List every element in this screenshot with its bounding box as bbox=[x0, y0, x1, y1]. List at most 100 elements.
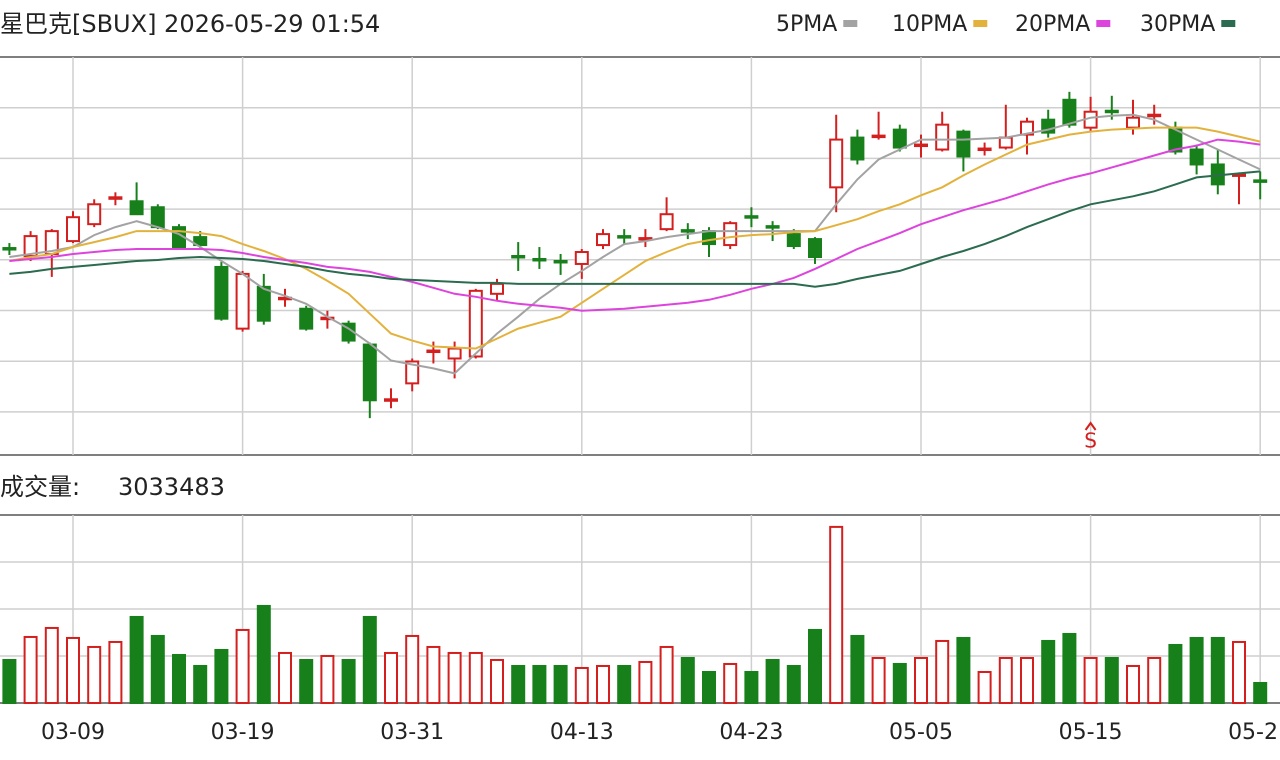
volume-bar bbox=[87, 645, 102, 705]
volume-bar bbox=[574, 666, 589, 705]
volume-bar bbox=[744, 670, 759, 704]
candle-body bbox=[956, 130, 971, 158]
volume-bar bbox=[956, 636, 971, 705]
volume-bar bbox=[723, 662, 738, 704]
volume-bar bbox=[1189, 636, 1204, 705]
volume-bar bbox=[1253, 681, 1268, 705]
candle-body bbox=[1189, 148, 1204, 166]
candle-body bbox=[405, 360, 420, 385]
volume-bar bbox=[490, 658, 504, 704]
volume-bar bbox=[150, 634, 165, 704]
candle-body bbox=[765, 225, 780, 229]
candle-body bbox=[808, 238, 822, 258]
candle-body bbox=[1126, 116, 1140, 129]
volume-bar bbox=[278, 651, 292, 705]
volume-bar bbox=[892, 662, 907, 704]
candle-body bbox=[150, 206, 165, 229]
x-tick-label: 03-09 bbox=[41, 720, 105, 745]
volume-bar bbox=[680, 656, 695, 704]
candle-body bbox=[871, 134, 886, 139]
volume-bar bbox=[1062, 632, 1077, 704]
candle-body bbox=[574, 251, 589, 265]
candle-body bbox=[129, 200, 144, 216]
x-tick-label: 05-15 bbox=[1059, 720, 1123, 745]
candle-body bbox=[829, 138, 844, 189]
volume-bar bbox=[1104, 656, 1119, 704]
volume-bar bbox=[659, 645, 674, 705]
volume-bar bbox=[66, 636, 80, 705]
volume-bar bbox=[1020, 656, 1034, 704]
volume-bar bbox=[468, 651, 483, 705]
legend-swatch bbox=[843, 20, 858, 27]
candle-body bbox=[1104, 109, 1119, 114]
candle-body bbox=[87, 203, 102, 226]
candle-body bbox=[977, 147, 992, 152]
candle-body bbox=[1253, 179, 1268, 183]
volume-value: 3033483 bbox=[118, 473, 225, 501]
candle-body bbox=[617, 235, 632, 239]
signal-arrow bbox=[1084, 421, 1097, 431]
candle-body bbox=[744, 215, 759, 219]
candle-body bbox=[511, 255, 526, 259]
volume-bar bbox=[532, 664, 547, 704]
volume-bar bbox=[193, 664, 208, 704]
x-tick-label: 05-05 bbox=[889, 720, 953, 745]
candle-body bbox=[892, 128, 907, 149]
candle-body bbox=[214, 265, 229, 320]
x-tick-label: 04-23 bbox=[719, 720, 783, 745]
volume-bar bbox=[23, 635, 38, 704]
candle-body bbox=[680, 229, 695, 233]
ma-line bbox=[9, 138, 1261, 312]
ma-line bbox=[9, 113, 1261, 375]
candle-body bbox=[638, 237, 653, 241]
volume-bar bbox=[553, 664, 568, 704]
volume-bar bbox=[405, 634, 420, 704]
candle-body bbox=[723, 222, 738, 247]
candle-body bbox=[66, 216, 80, 243]
volume-bar bbox=[256, 604, 271, 704]
candle-body bbox=[256, 285, 271, 322]
ma-line bbox=[9, 126, 1261, 350]
volume-bar bbox=[44, 626, 59, 704]
candle-body bbox=[935, 123, 950, 151]
candle-body bbox=[702, 230, 716, 246]
volume-bar bbox=[172, 653, 186, 704]
volume-bar bbox=[1168, 643, 1183, 704]
legend-label: 20PMA bbox=[1015, 12, 1090, 37]
candle-body bbox=[596, 233, 610, 247]
candle-body bbox=[108, 196, 123, 200]
ma-line bbox=[9, 170, 1261, 288]
volume-bar bbox=[1210, 636, 1225, 705]
legend-swatch bbox=[1096, 20, 1111, 27]
candle-body bbox=[659, 213, 674, 231]
volume-bar bbox=[2, 658, 17, 704]
x-tick-label: 04-13 bbox=[550, 720, 614, 745]
volume-bar bbox=[299, 658, 314, 704]
volume-bar bbox=[1147, 656, 1162, 704]
volume-bar bbox=[341, 658, 356, 704]
volume-bar bbox=[596, 664, 610, 704]
volume-bar bbox=[1083, 656, 1098, 704]
volume-bar bbox=[702, 670, 716, 704]
candle-body bbox=[786, 233, 801, 248]
candle-body bbox=[468, 289, 483, 358]
volume-bar bbox=[511, 664, 526, 704]
legend-label: 10PMA bbox=[892, 12, 967, 37]
candle-body bbox=[193, 236, 208, 247]
volume-bar bbox=[214, 648, 229, 705]
volume-bar bbox=[914, 656, 928, 704]
volume-bar bbox=[829, 525, 844, 705]
volume-bar bbox=[998, 656, 1013, 704]
volume-bar bbox=[808, 628, 822, 704]
legend-label: 30PMA bbox=[1140, 12, 1215, 37]
candle-body bbox=[1062, 98, 1077, 126]
volume-bar bbox=[1041, 639, 1056, 705]
volume-label: 成交量: bbox=[0, 473, 80, 501]
legend-swatch bbox=[1221, 20, 1236, 27]
candle-body bbox=[850, 136, 865, 161]
volume-bar bbox=[362, 615, 377, 705]
x-tick-label: 05-2 bbox=[1228, 720, 1278, 745]
volume-bar bbox=[850, 634, 865, 704]
volume-bar bbox=[617, 664, 632, 704]
